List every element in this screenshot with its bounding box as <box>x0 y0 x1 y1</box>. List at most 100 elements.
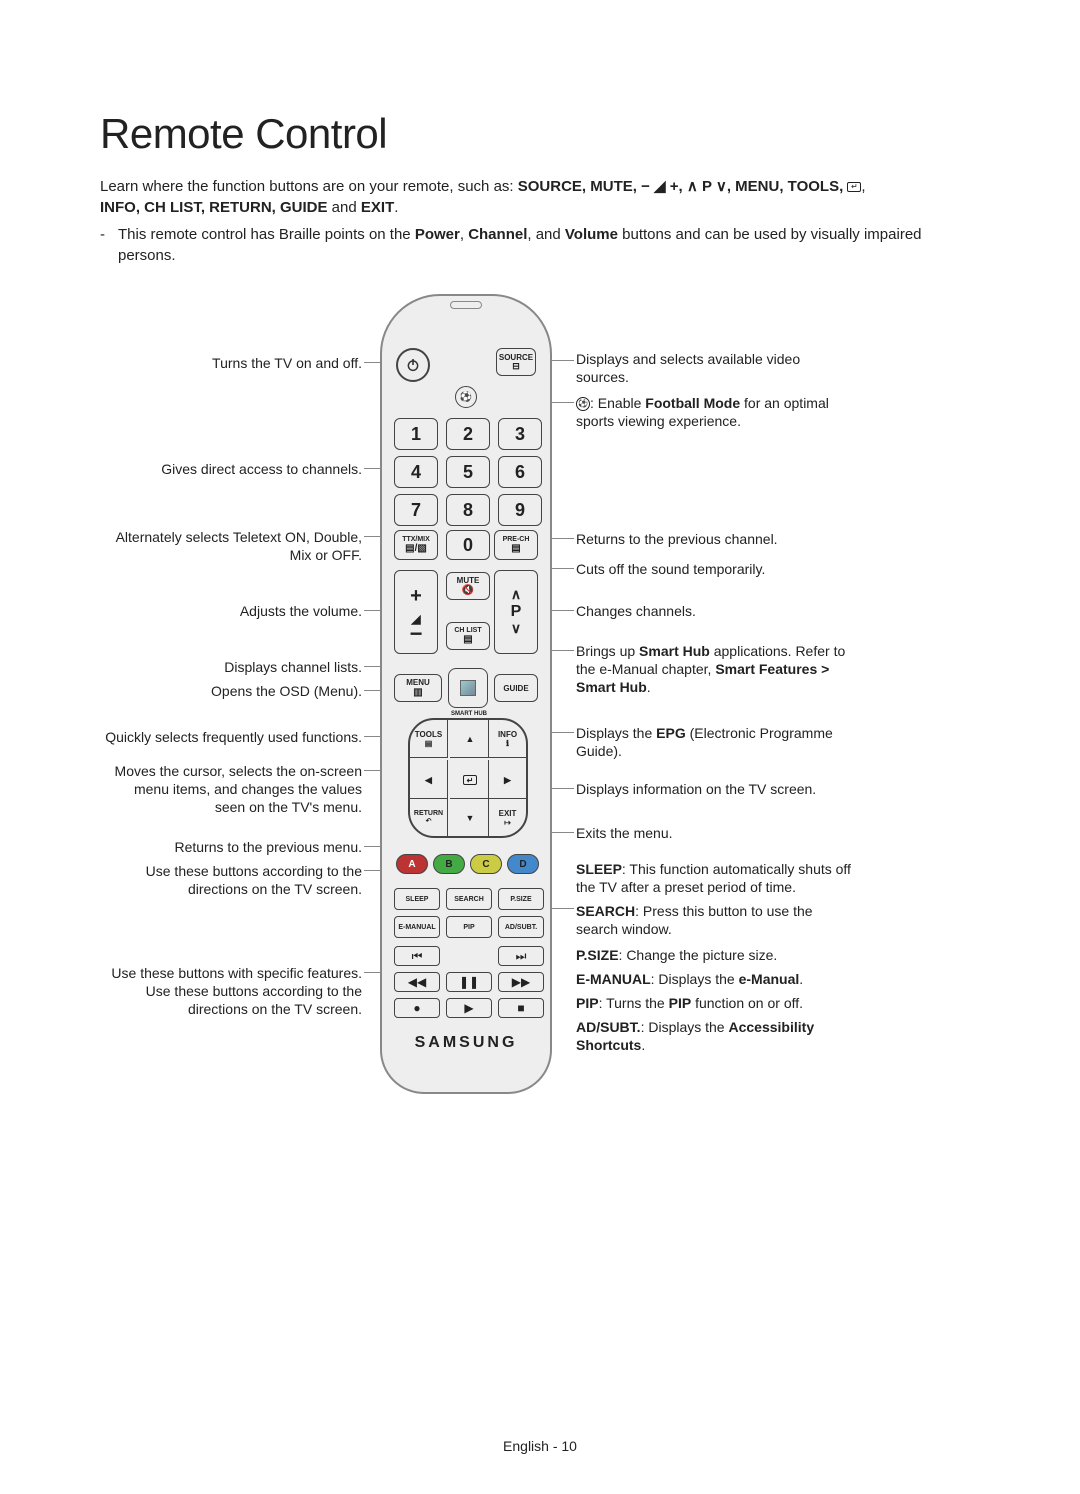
num-7-button[interactable]: 7 <box>394 494 438 526</box>
sleep-button[interactable]: SLEEP <box>394 888 440 910</box>
num-2-button[interactable]: 2 <box>446 418 490 450</box>
play-row-2: ◀◀ ❚❚ ▶▶ <box>394 972 544 992</box>
down-icon: ▼ <box>466 813 475 823</box>
remote-body: SOURCE ⊟ ⚽ 1 2 3 4 5 6 7 8 9 TTX/MIX ▤/▧ <box>380 294 552 1094</box>
adsubt-button[interactable]: AD/SUBT. <box>498 916 544 938</box>
football-button[interactable]: ⚽ <box>455 386 477 408</box>
play-row-1: ⏮ ⏭ <box>394 946 544 966</box>
button-a[interactable]: A <box>396 854 428 874</box>
label-nav: Moves the cursor, selects the on-screen … <box>100 762 362 817</box>
page-footer: English - 10 <box>0 1438 1080 1454</box>
ffwd-button[interactable]: ▶▶ <box>498 972 544 992</box>
stop-button[interactable]: ■ <box>498 998 544 1018</box>
intro-period: . <box>394 199 398 216</box>
source-button[interactable]: SOURCE ⊟ <box>496 348 536 376</box>
football-pre: : Enable <box>590 395 645 411</box>
info-button[interactable]: INFOℹ <box>488 720 526 758</box>
button-c[interactable]: C <box>470 854 502 874</box>
em-b: E-MANUAL <box>576 971 651 987</box>
search-button[interactable]: SEARCH <box>446 888 492 910</box>
guide-label: GUIDE <box>503 684 528 693</box>
intro-and: and <box>328 199 361 216</box>
play-button[interactable]: ▶ <box>446 998 492 1018</box>
sh-b1: Smart Hub <box>639 643 710 659</box>
skip-back-icon: ⏮ <box>412 949 423 964</box>
enter-icon-btn: ↵ <box>463 775 477 785</box>
note-before: This remote control has Braille points o… <box>118 226 415 243</box>
label-mute: Cuts off the sound temporarily. <box>576 560 846 578</box>
enter-button[interactable]: ↵ <box>450 760 490 800</box>
chan-p-label: P <box>511 603 522 621</box>
menu-button[interactable]: MENU ▥ <box>394 674 442 702</box>
volume-rocker[interactable]: + ◢ − <box>394 570 438 654</box>
nav-left-button[interactable]: ◀ <box>410 760 448 800</box>
tools-icon: ▤ <box>425 739 433 748</box>
left-icon: ◀ <box>425 775 432 786</box>
skip-fwd-button[interactable]: ⏭ <box>498 946 544 966</box>
num-5-button[interactable]: 5 <box>446 456 490 488</box>
tools-label: TOOLS <box>415 730 442 739</box>
num-9-button[interactable]: 9 <box>498 494 542 526</box>
sh-pre: Brings up <box>576 643 639 659</box>
psize-button[interactable]: P.SIZE <box>498 888 544 910</box>
label-prech: Returns to the previous channel. <box>576 530 846 548</box>
n1: 1 <box>411 424 421 445</box>
nav-up-button[interactable]: ▲ <box>450 720 490 758</box>
em-p: . <box>799 971 803 987</box>
smarthub-button[interactable]: SMART HUB <box>448 668 488 708</box>
skip-back-button[interactable]: ⏮ <box>394 946 440 966</box>
channel-rocker[interactable]: ∧ P ∨ <box>494 570 538 654</box>
brand-logo: SAMSUNG <box>382 1034 550 1052</box>
label-ttx: Alternately selects Teletext ON, Double,… <box>100 528 362 564</box>
button-d[interactable]: D <box>507 854 539 874</box>
num-1-button[interactable]: 1 <box>394 418 438 450</box>
chlist-label: CH LIST <box>454 627 481 634</box>
num-3-button[interactable]: 3 <box>498 418 542 450</box>
info-label: INFO <box>498 730 517 739</box>
ir-window <box>450 301 482 309</box>
ttx-button[interactable]: TTX/MIX ▤/▧ <box>394 530 438 560</box>
chlist-button[interactable]: CH LIST ▤ <box>446 622 490 650</box>
pip-button[interactable]: PIP <box>446 916 492 938</box>
power-button[interactable] <box>396 348 430 382</box>
n5: 5 <box>463 462 473 483</box>
smarthub-icon <box>460 680 476 696</box>
num-8-button[interactable]: 8 <box>446 494 490 526</box>
nav-ring: TOOLS▤ ▲ INFOℹ ◀ ↵ ▶ RETURN↶ ▼ EXIT↦ <box>408 718 528 838</box>
note-channel: Channel <box>468 226 527 243</box>
record-button[interactable]: ● <box>394 998 440 1018</box>
nav-right-button[interactable]: ▶ <box>488 760 526 800</box>
exit-button[interactable]: EXIT↦ <box>488 798 526 836</box>
ad-m: : Displays the <box>641 1019 729 1035</box>
rewind-button[interactable]: ◀◀ <box>394 972 440 992</box>
n6: 6 <box>515 462 525 483</box>
emanual-button[interactable]: E-MANUAL <box>394 916 440 938</box>
mute-button[interactable]: MUTE 🔇 <box>446 572 490 600</box>
num-4-button[interactable]: 4 <box>394 456 438 488</box>
num-6-button[interactable]: 6 <box>498 456 542 488</box>
intro-before: Learn where the function buttons are on … <box>100 178 518 195</box>
note-text: This remote control has Braille points o… <box>118 224 980 266</box>
label-specific: Use these buttons with specific features… <box>100 964 362 1019</box>
num-0-button[interactable]: 0 <box>446 530 490 560</box>
label-abcd: Use these buttons according to the direc… <box>100 862 362 898</box>
button-b[interactable]: B <box>433 854 465 874</box>
mute-label: MUTE <box>457 576 480 585</box>
vol-minus-icon: − <box>410 630 423 639</box>
label-pip: PIP: Turns the PIP function on or off. <box>576 994 856 1012</box>
nav-down-button[interactable]: ▼ <box>450 798 490 836</box>
g-b: EPG <box>656 725 686 741</box>
tools-button[interactable]: TOOLS▤ <box>410 720 448 758</box>
enter-icon: ↵ <box>847 182 861 192</box>
pause-button[interactable]: ❚❚ <box>446 972 492 992</box>
number-pad: 1 2 3 4 5 6 7 8 9 <box>394 418 542 526</box>
psize-t: : Change the picture size. <box>619 947 778 963</box>
label-menu: Opens the OSD (Menu). <box>100 682 362 700</box>
prech-button[interactable]: PRE-CH ▤ <box>494 530 538 560</box>
guide-button[interactable]: GUIDE <box>494 674 538 702</box>
label-numbers: Gives direct access to channels. <box>100 460 362 478</box>
prech-icon: ▤ <box>511 543 520 554</box>
return-button[interactable]: RETURN↶ <box>410 798 448 836</box>
record-icon: ● <box>413 1001 420 1015</box>
n4: 4 <box>411 462 421 483</box>
